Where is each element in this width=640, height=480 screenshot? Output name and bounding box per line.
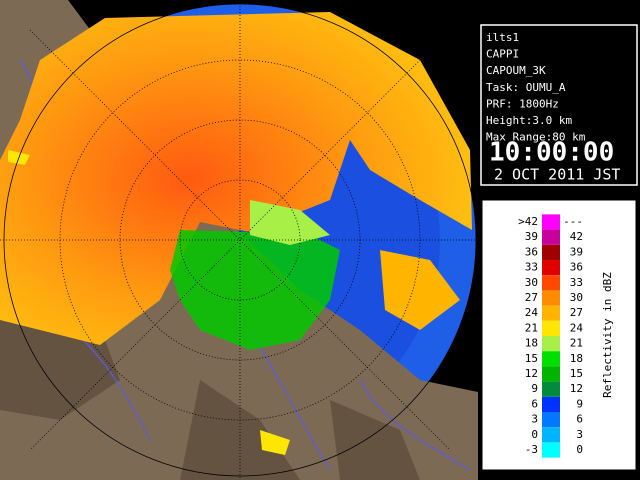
legend-swatch	[542, 305, 560, 321]
legend-to: 24	[570, 321, 584, 334]
legend-swatch	[542, 366, 560, 382]
legend-to: 36	[570, 261, 583, 274]
range-rings	[0, 0, 478, 480]
legend-from: 6	[531, 397, 538, 410]
legend-to: 21	[570, 337, 583, 350]
legend-to: 18	[570, 352, 583, 365]
legend-swatch	[542, 351, 560, 367]
legend-swatch	[542, 396, 560, 412]
legend-from: 33	[525, 261, 538, 274]
legend-from: 27	[525, 291, 538, 304]
info-line: Max Range:80 km	[486, 131, 586, 144]
legend-swatch	[542, 275, 560, 291]
legend-to: ---	[563, 215, 583, 228]
legend-to: 42	[570, 230, 583, 243]
legend-swatch	[542, 214, 560, 230]
legend-title: Reflectivity in dBZ	[601, 272, 614, 398]
info-line: Task: OUMU_A	[486, 81, 566, 94]
legend-from: -3	[525, 443, 538, 456]
info-line: PRF: 1800Hz	[486, 97, 559, 110]
legend-from: >42	[518, 215, 538, 228]
legend-to: 3	[576, 428, 583, 441]
legend-to: 0	[576, 443, 583, 456]
legend-from: 30	[525, 276, 538, 289]
legend-from: 18	[525, 337, 538, 350]
echo-green	[170, 230, 340, 350]
legend-to: 33	[570, 276, 583, 289]
info-line: CAPOUM_3K	[486, 64, 546, 77]
legend-swatch	[542, 260, 560, 276]
legend-swatch	[542, 381, 560, 397]
legend-to: 12	[570, 382, 583, 395]
legend-from: 0	[531, 428, 538, 441]
legend-swatch	[542, 336, 560, 352]
echo-main	[0, 12, 472, 345]
legend-from: 12	[525, 367, 538, 380]
legend-swatch	[542, 442, 560, 458]
legend-to: 27	[570, 306, 583, 319]
legend-to: 15	[570, 367, 583, 380]
legend-swatch	[542, 427, 560, 443]
legend-from: 9	[531, 382, 538, 395]
time: 10:00:00	[489, 138, 614, 168]
legend-swatch	[542, 320, 560, 336]
legend-swatch	[542, 229, 560, 245]
legend-to: 6	[576, 413, 583, 426]
map	[0, 0, 478, 480]
legend-from: 24	[525, 306, 539, 319]
echo-east	[380, 250, 460, 330]
legend-from: 39	[525, 230, 538, 243]
legend-swatch	[542, 290, 560, 306]
legend-from: 3	[531, 413, 538, 426]
legend-swatch	[542, 244, 560, 260]
legend-swatch	[542, 412, 560, 428]
legend-from: 21	[525, 321, 538, 334]
info-box	[480, 24, 638, 186]
date: 2 OCT 2011 JST	[494, 166, 620, 184]
info-lines: ilts1 CAPPI CAPOUM_3K Task: OUMU_A PRF: 1800…	[486, 31, 586, 144]
legend-from: 36	[525, 245, 538, 258]
info-line: Height:3.0 km	[486, 114, 572, 127]
legend-to: 9	[576, 397, 583, 410]
info-line: CAPPI	[486, 48, 519, 61]
echo-light	[250, 200, 330, 245]
info-line: ilts1	[486, 31, 519, 44]
legend-to: 30	[570, 291, 583, 304]
legend-from: 15	[525, 352, 538, 365]
legend-to: 39	[570, 245, 583, 258]
